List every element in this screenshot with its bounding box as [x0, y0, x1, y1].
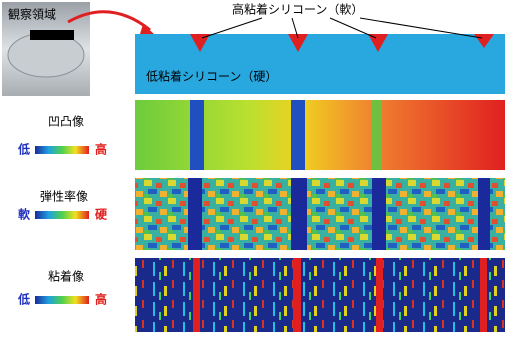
panel-title: 弾性率像 — [40, 189, 88, 204]
high-label: 硬 — [95, 208, 108, 222]
low-label: 軟 — [18, 207, 31, 222]
high-label: 高 — [95, 142, 107, 157]
high-label: 高 — [95, 292, 107, 307]
panel-title: 凹凸像 — [48, 115, 84, 129]
colorbar — [35, 211, 89, 219]
band — [372, 100, 382, 170]
photo-label: 観察領域 — [8, 7, 56, 22]
scale-bar — [30, 30, 74, 40]
adhesion-image — [135, 258, 505, 332]
colorbar — [35, 146, 89, 154]
figure: 観察領域 高粘着シリコーン（軟） 低粘着シリコーン（硬） 凹凸像 低 高 弾性率… — [0, 0, 515, 338]
panel-title: 粘着像 — [48, 269, 84, 284]
low-label: 低 — [17, 142, 30, 157]
low-label: 低 — [17, 292, 30, 307]
band — [291, 100, 305, 170]
cross-section — [135, 34, 505, 94]
legend: 凹凸像 低 高 弾性率像 軟 硬 粘着像 低 高 — [17, 115, 108, 307]
soft-label: 高粘着シリコーン（軟） — [232, 2, 363, 17]
colorbar — [35, 296, 89, 304]
band — [190, 100, 204, 170]
hard-label: 低粘着シリコーン（硬） — [146, 69, 277, 84]
